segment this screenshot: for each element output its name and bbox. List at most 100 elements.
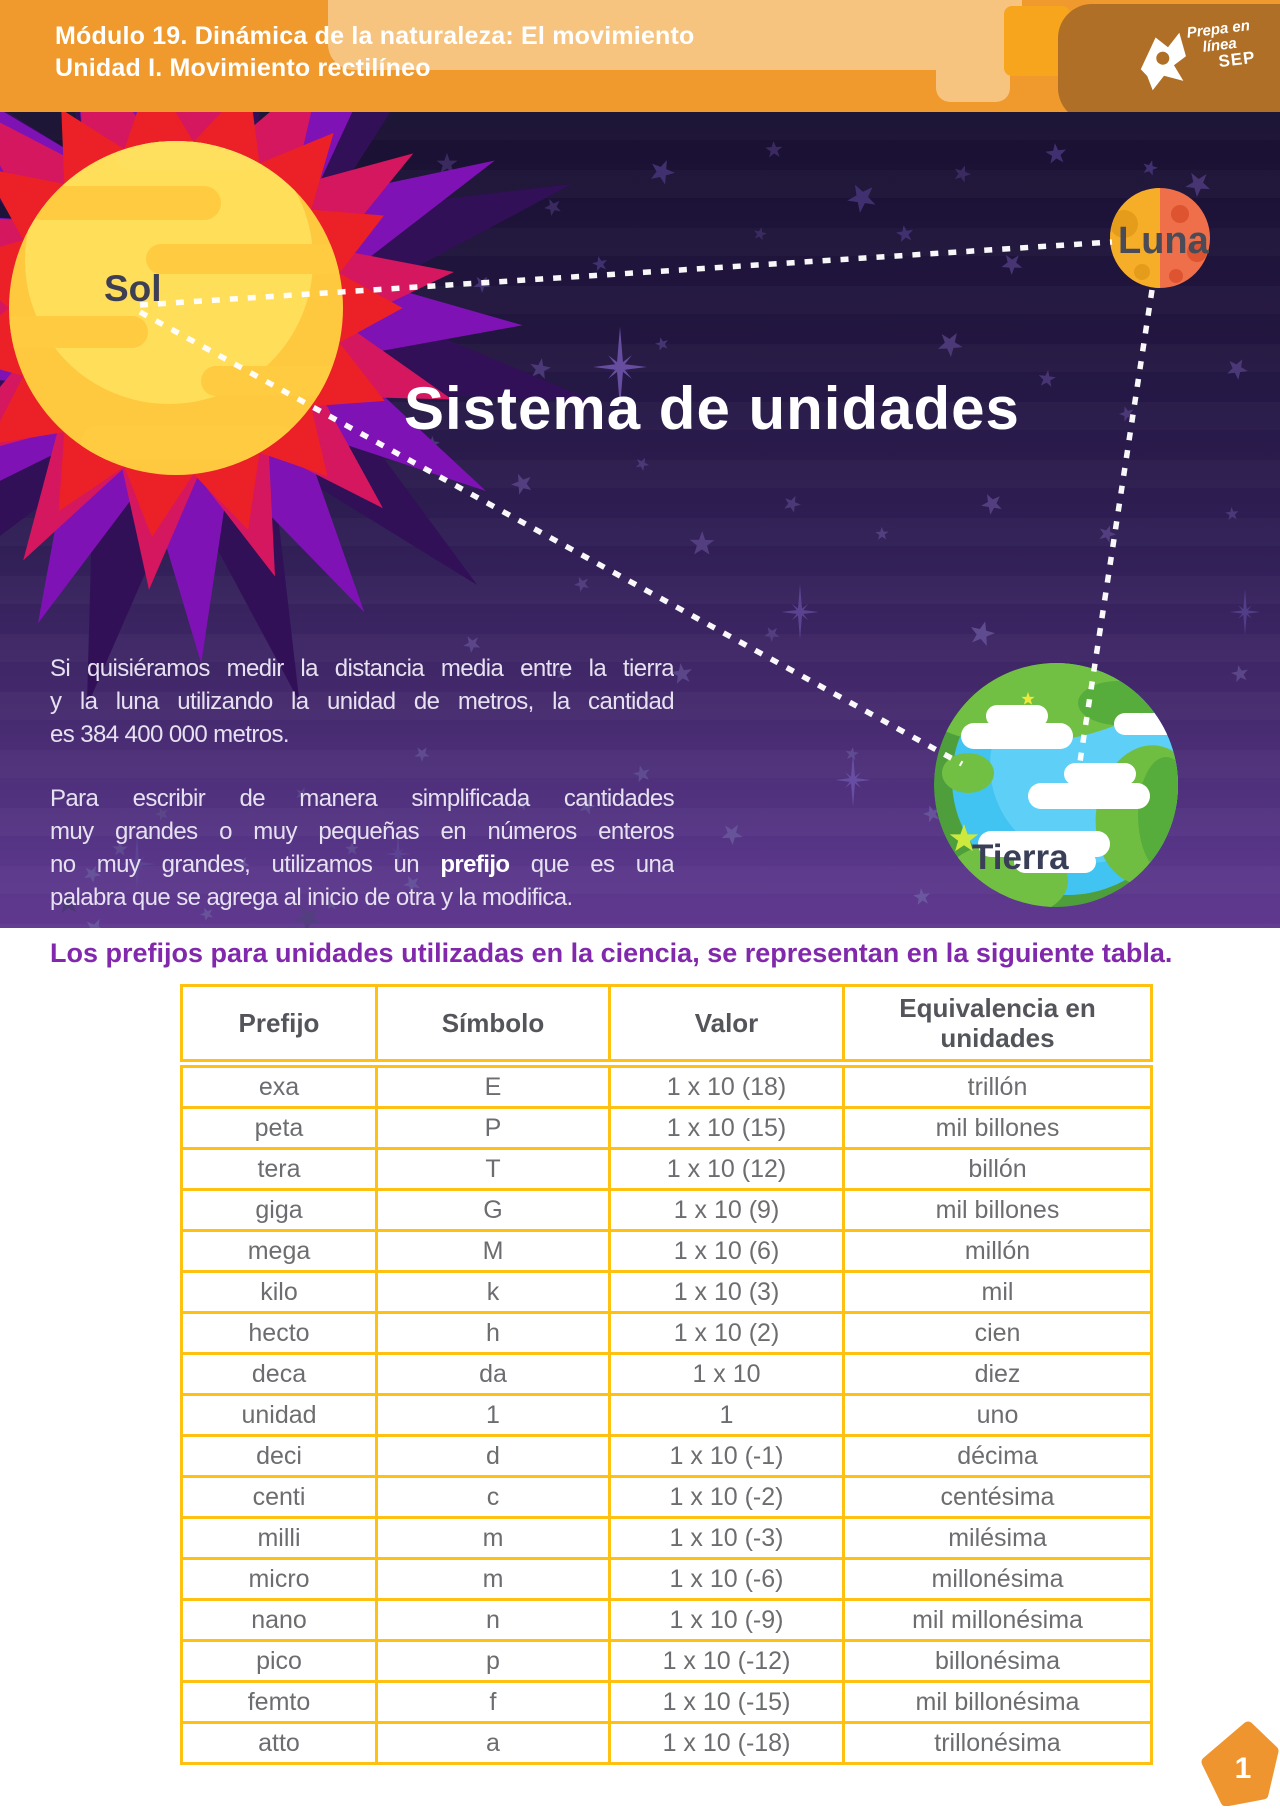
paragraph-line: muy grandes o muy pequeñas en números en…	[50, 818, 674, 845]
table-cell: 1 x 10 (3)	[608, 1270, 845, 1314]
star-icon	[1099, 525, 1117, 543]
table-cell: c	[375, 1475, 611, 1519]
star-icon	[1038, 370, 1056, 387]
table-cell: 1 x 10 (12)	[608, 1147, 845, 1191]
paragraph-line: es 384 400 000 metros.	[50, 721, 290, 748]
table-row: peta P 1 x 10 (15) mil billones	[180, 1106, 1153, 1150]
table-cell: millón	[842, 1229, 1153, 1273]
moon-label: Luna	[1118, 220, 1209, 262]
module-title: Módulo 19. Dinámica de la naturaleza: El…	[55, 22, 695, 50]
star-icon	[574, 576, 589, 592]
star-icon	[530, 358, 551, 379]
star-icon	[403, 875, 420, 893]
star-icon	[784, 495, 801, 513]
star-icon	[981, 494, 1002, 515]
paragraph-line: Si quisiéramos medir la distancia media …	[50, 655, 674, 682]
table-cell: femto	[180, 1680, 378, 1724]
star-icon	[155, 807, 168, 821]
table-cell: diez	[842, 1352, 1153, 1396]
col-header-simbolo: Símbolo	[375, 984, 611, 1065]
table-cell: hecto	[180, 1311, 378, 1355]
table-cell: 1	[608, 1393, 845, 1437]
star-icon	[896, 225, 914, 243]
table-cell: milli	[180, 1516, 378, 1560]
star-icon	[913, 888, 931, 905]
table-cell: mil billones	[842, 1188, 1153, 1232]
hero-illustration: Sol Luna Tierra Sistema de unidades Si q…	[0, 112, 1280, 928]
table-cell: p	[375, 1639, 611, 1683]
header-titles: Módulo 19. Dinámica de la naturaleza: El…	[55, 20, 695, 84]
table-cell: 1 x 10 (-9)	[608, 1598, 845, 1642]
page-header: Módulo 19. Dinámica de la naturaleza: El…	[0, 0, 1280, 112]
star-icon	[1045, 143, 1067, 164]
star-icon	[56, 891, 80, 914]
table-header-row: Prefijo Símbolo Valor Equivalencia en un…	[180, 984, 1153, 1065]
paragraph-line: y la luna utilizando la unidad de metros…	[50, 688, 674, 715]
star-icon	[85, 918, 106, 928]
star-icon	[845, 747, 859, 761]
star-icon	[970, 621, 995, 647]
table-cell: mega	[180, 1229, 378, 1273]
unit-title: Unidad I. Movimiento rectilíneo	[55, 54, 431, 82]
table-cell: 1 x 10 (-3)	[608, 1516, 845, 1560]
table-cell: mil	[842, 1270, 1153, 1314]
table-cell: billón	[842, 1147, 1153, 1191]
col-header-equivalencia: Equivalencia en unidades	[842, 984, 1153, 1065]
star-icon	[875, 526, 889, 540]
logo-text: Prepa en línea SEP	[1186, 17, 1257, 74]
sparkle-icon	[835, 753, 871, 807]
star-icon	[753, 227, 767, 241]
star-icon	[689, 531, 715, 555]
star-icon	[954, 165, 972, 183]
star-icon	[592, 256, 607, 272]
star-icon	[635, 457, 649, 471]
table-intro-line: Los prefijos para unidades utilizadas en…	[50, 938, 1173, 968]
star-icon	[937, 332, 963, 357]
table-row: nano n 1 x 10 (-9) mil millonésima	[180, 1598, 1153, 1642]
table-cell: da	[375, 1352, 611, 1396]
star-icon	[544, 198, 561, 216]
table-cell: 1	[375, 1393, 611, 1437]
table-cell: pico	[180, 1639, 378, 1683]
star-icon	[294, 905, 321, 928]
table-row: centi c 1 x 10 (-2) centésima	[180, 1475, 1153, 1519]
star-icon	[765, 140, 783, 158]
star-icon	[1001, 254, 1023, 275]
star-icon	[112, 841, 128, 856]
table-cell: mil billonésima	[842, 1680, 1153, 1724]
table-cell: 1 x 10 (15)	[608, 1106, 845, 1150]
table-cell: décima	[842, 1434, 1153, 1478]
table-cell: uno	[842, 1393, 1153, 1437]
earth-illustration	[934, 663, 1178, 907]
table-cell: 1 x 10 (-12)	[608, 1639, 845, 1683]
distance-lines	[138, 239, 1155, 789]
moon-illustration	[1110, 188, 1210, 288]
table-cell: atto	[180, 1721, 378, 1765]
table-cell: billonésima	[842, 1639, 1153, 1683]
star-icon	[1143, 160, 1158, 176]
sun-label: Sol	[104, 268, 162, 309]
star-icon	[436, 153, 458, 173]
sun-illustration	[0, 112, 596, 707]
stars-decoration	[0, 112, 1280, 928]
table-cell: P	[375, 1106, 611, 1150]
table-row: hecto h 1 x 10 (2) cien	[180, 1311, 1153, 1355]
table-cell: micro	[180, 1557, 378, 1601]
intro-paragraph-2: Para escribir de manera simplificada can…	[50, 782, 674, 914]
star-icon	[515, 797, 529, 811]
star-icon	[1225, 507, 1239, 520]
table-row: milli m 1 x 10 (-3) milésima	[180, 1516, 1153, 1560]
table-row: mega M 1 x 10 (6) millón	[180, 1229, 1153, 1273]
table-cell: mil millonésima	[842, 1598, 1153, 1642]
earth-star-small	[1021, 692, 1035, 705]
table-row: unidad 1 1 uno	[180, 1393, 1153, 1437]
earth-label: Tierra	[972, 838, 1069, 877]
sparkle-icon	[1229, 588, 1261, 636]
table-cell: a	[375, 1721, 611, 1765]
prefixes-table-body: exa E 1 x 10 (18) trillón peta P 1 x 10 (15) mi…	[180, 1059, 1153, 1765]
table-cell: exa	[180, 1059, 378, 1109]
star-icon	[1227, 359, 1248, 380]
logo-bird-icon	[1140, 32, 1186, 91]
star-icon	[721, 824, 743, 846]
table-cell: 1 x 10 (2)	[608, 1311, 845, 1355]
